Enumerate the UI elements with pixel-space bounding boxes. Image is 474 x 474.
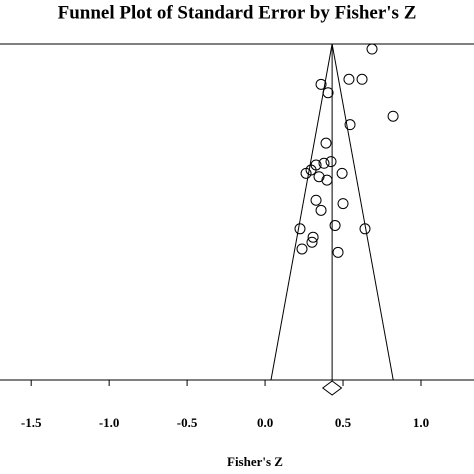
study-point — [332, 246, 344, 258]
study-point — [359, 223, 371, 235]
study-point — [329, 219, 341, 231]
study-point — [296, 243, 308, 255]
study-point — [313, 171, 325, 183]
x-tick-label: -0.5 — [177, 415, 198, 430]
study-point — [320, 137, 332, 149]
study-point — [322, 87, 334, 99]
x-axis-label: Fisher's Z — [227, 454, 283, 469]
x-tick-label: -1.0 — [99, 415, 120, 430]
study-point — [321, 174, 333, 186]
funnel-left — [270, 43, 333, 381]
study-point — [300, 167, 312, 179]
study-point — [294, 223, 306, 235]
study-point — [387, 110, 399, 122]
summary-diamond — [321, 380, 343, 396]
study-point — [336, 167, 348, 179]
study-point — [344, 119, 356, 131]
chart-title: Funnel Plot of Standard Error by Fisher'… — [58, 2, 417, 23]
study-point — [315, 204, 327, 216]
study-point — [356, 73, 368, 85]
x-tick-label: 1.0 — [413, 415, 429, 430]
study-point — [343, 73, 355, 85]
x-tick-label: 0.0 — [257, 415, 273, 430]
study-point — [337, 198, 349, 210]
x-tick-label: 0.5 — [335, 415, 352, 430]
study-point — [315, 78, 327, 90]
funnel-right — [331, 43, 394, 381]
study-point — [306, 236, 318, 248]
study-point — [310, 194, 322, 206]
study-point — [307, 231, 319, 243]
study-point — [325, 156, 337, 168]
study-point — [318, 157, 330, 169]
x-tick-label: -1.5 — [21, 415, 42, 430]
study-point — [366, 43, 378, 55]
